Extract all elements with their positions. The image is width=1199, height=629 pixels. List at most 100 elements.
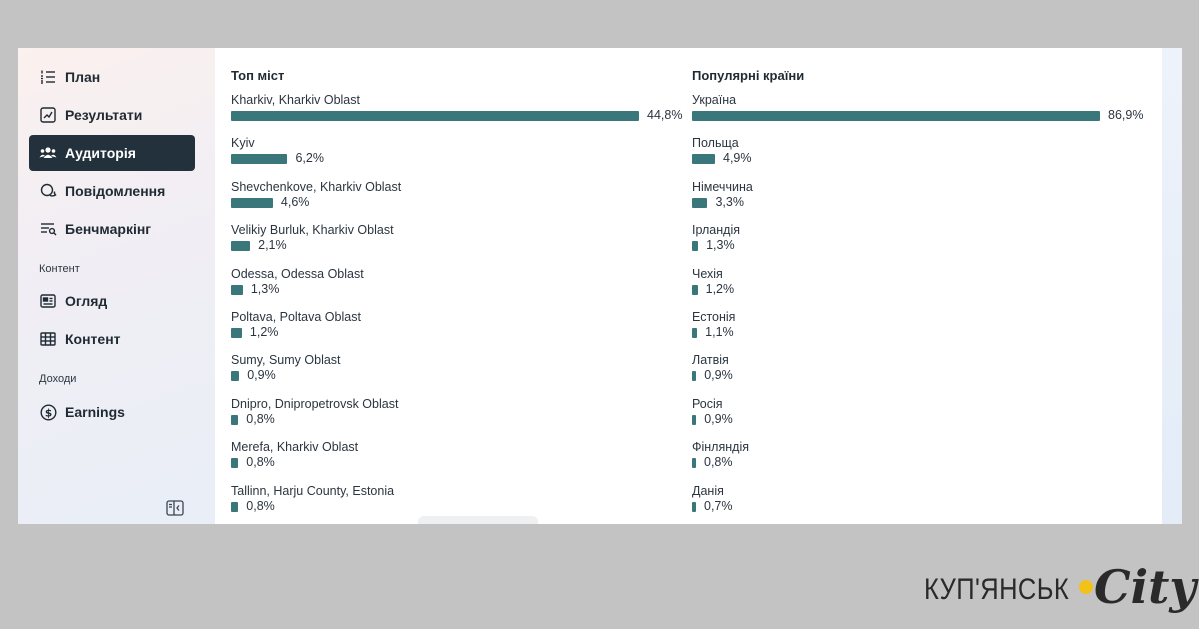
percentage-label: 0,9% — [704, 368, 733, 383]
percentage-label: 0,8% — [704, 455, 733, 470]
percentage-label: 0,9% — [704, 411, 733, 426]
sidebar-item-benchmarking[interactable]: Бенчмаркінг — [29, 211, 195, 247]
list-numbered-icon — [39, 68, 57, 86]
sidebar-item-earnings[interactable]: $ Earnings — [29, 394, 195, 430]
list-item: Фінляндія 0,8% — [692, 440, 1162, 480]
percentage-label: 0,9% — [247, 368, 276, 383]
sidebar-item-label: План — [65, 69, 101, 85]
list-item: Odessa, Odessa Oblast 1,3% — [231, 267, 701, 307]
list-item-name: Чехія — [692, 266, 723, 281]
sidebar-item-content[interactable]: Контент — [29, 321, 195, 357]
overview-card-icon — [39, 292, 57, 310]
brand-logo: КУП'ЯНСЬК City — [924, 560, 1196, 620]
list-item-name: Фінляндія — [692, 440, 749, 455]
percentage-bar — [231, 328, 242, 338]
list-item: Velikiy Burluk, Kharkiv Oblast 2,1% — [231, 223, 701, 263]
list-search-icon — [39, 220, 57, 238]
section-label-income: Доходи — [39, 373, 77, 385]
sidebar-item-label: Огляд — [65, 293, 108, 309]
percentage-bar — [231, 414, 239, 425]
sidebar-item-messages[interactable]: Повідомлення — [29, 173, 195, 209]
percentage-bar — [692, 111, 1100, 121]
list-item: Tallinn, Harju County, Estonia 0,8% — [231, 484, 701, 524]
list-item-name: Ірландія — [692, 223, 740, 238]
sidebar-item-label: Результати — [65, 107, 143, 123]
list-item-name: Латвія — [692, 353, 729, 368]
list-item-name: Росія — [692, 396, 723, 411]
list-item-name: Odessa, Odessa Oblast — [231, 266, 364, 281]
percentage-label: 1,1% — [705, 325, 734, 339]
sidebar: План Результати Аудиторія Повідомлення Б… — [18, 48, 215, 524]
percentage-label: 0,8% — [246, 498, 275, 513]
sidebar-item-label: Контент — [65, 331, 121, 347]
table-grid-icon — [39, 330, 57, 348]
list-item-name: Польща — [692, 136, 739, 151]
list-item-name: Tallinn, Harju County, Estonia — [231, 483, 395, 498]
chat-bubble-icon — [39, 182, 57, 200]
app-window: План Результати Аудиторія Повідомлення Б… — [18, 48, 1182, 524]
list-item-name: Kyiv — [231, 136, 255, 151]
list-item: Росія 0,9% — [692, 397, 1162, 437]
percentage-bar — [231, 197, 273, 208]
sidebar-item-audience[interactable]: Аудиторія — [29, 135, 195, 171]
chart-trend-icon — [39, 106, 57, 124]
list-item: Польща 4,9% — [692, 136, 1162, 176]
percentage-label: 1,2% — [705, 281, 735, 296]
percentage-bar — [231, 154, 288, 165]
percentage-bar — [231, 284, 243, 295]
list-item: Ірландія 1,3% — [692, 223, 1162, 263]
dollar-circle-icon: $ — [39, 403, 57, 421]
percentage-bar — [692, 284, 698, 295]
list-item: Чехія 1,2% — [692, 267, 1162, 307]
top-cities-title: Топ міст — [231, 68, 285, 83]
list-item: Естонія 1,1% — [692, 310, 1162, 350]
list-item-name: Shevchenkove, Kharkiv Oblast — [231, 179, 402, 194]
right-edge-panel — [1162, 48, 1182, 524]
brand-dot — [1079, 580, 1093, 594]
sidebar-collapse-icon[interactable] — [166, 500, 184, 516]
percentage-label: 0,8% — [246, 411, 275, 426]
sidebar-item-overview[interactable]: Огляд — [29, 283, 195, 319]
sidebar-item-label: Earnings — [65, 404, 125, 420]
percentage-bar — [692, 241, 699, 252]
percentage-label: 1,3% — [706, 238, 735, 253]
brand-script: City — [1094, 560, 1197, 614]
people-icon — [39, 144, 57, 162]
brand-text: КУП'ЯНСЬК — [924, 573, 1070, 606]
svg-text:$: $ — [44, 407, 51, 419]
percentage-bar — [231, 241, 251, 252]
percentage-bar — [692, 458, 696, 469]
list-item: Данія 0,7% — [692, 484, 1162, 524]
section-label-content: Контент — [39, 263, 80, 275]
list-item: Kyiv 6,2% — [231, 136, 701, 176]
percentage-label: 2,1% — [258, 238, 287, 253]
sidebar-item-results[interactable]: Результати — [29, 97, 195, 133]
percentage-bar — [231, 371, 240, 382]
list-item-name: Merefa, Kharkiv Oblast — [231, 440, 359, 455]
list-item-name: Poltava, Poltava Oblast — [231, 310, 361, 324]
percentage-bar — [692, 328, 698, 338]
top-countries-title: Популярні країни — [692, 68, 805, 83]
list-item: Poltava, Poltava Oblast 1,2% — [231, 310, 701, 350]
list-item: Kharkiv, Kharkiv Oblast 44,8% — [231, 93, 701, 133]
sidebar-item-plan[interactable]: План — [29, 59, 195, 95]
list-item-name: Німеччина — [692, 179, 753, 194]
sidebar-item-label: Бенчмаркінг — [65, 221, 152, 237]
list-item-name: Україна — [692, 93, 737, 107]
percentage-label: 3,3% — [715, 194, 744, 209]
scroll-handle[interactable] — [418, 516, 538, 524]
percentage-bar — [231, 458, 239, 469]
list-item: Dnipro, Dnipropetrovsk Oblast 0,8% — [231, 397, 701, 437]
list-item-name: Kharkiv, Kharkiv Oblast — [231, 93, 360, 107]
percentage-label: 0,7% — [704, 498, 733, 513]
list-item-name: Dnipro, Dnipropetrovsk Oblast — [231, 396, 399, 411]
percentage-bar — [692, 371, 697, 382]
list-item-name: Естонія — [692, 310, 736, 324]
audience-panel: Топ міст Популярні країни Kharkiv, Khark… — [217, 48, 1162, 524]
percentage-bar — [231, 111, 639, 121]
list-item: Merefa, Kharkiv Oblast 0,8% — [231, 440, 701, 480]
percentage-bar — [692, 501, 696, 512]
list-item-name: Velikiy Burluk, Kharkiv Oblast — [231, 223, 394, 238]
percentage-label: 6,2% — [295, 151, 324, 166]
percentage-label: 4,9% — [723, 151, 752, 166]
